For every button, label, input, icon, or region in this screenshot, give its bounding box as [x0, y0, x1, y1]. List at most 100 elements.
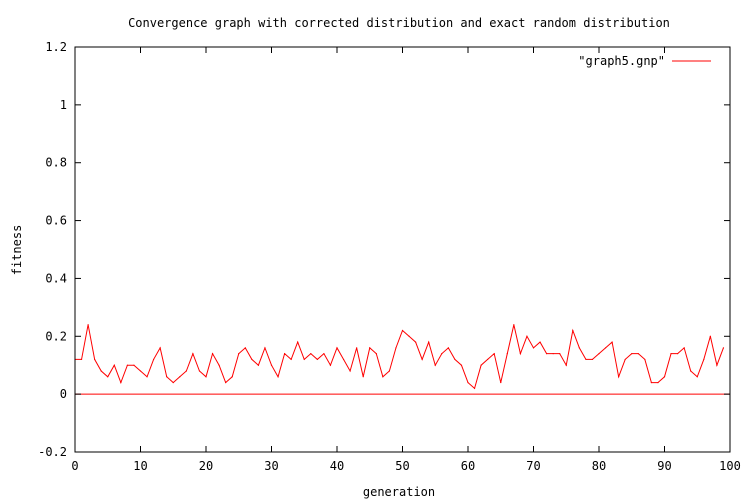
data-point: [683, 347, 685, 349]
data-point: [166, 376, 168, 378]
data-point: [159, 347, 161, 349]
data-point: [369, 347, 371, 349]
data-point: [356, 347, 358, 349]
data-point: [225, 381, 227, 384]
data-point: [624, 358, 626, 361]
tick-layer: -0.2 0 0.2 0.4 0.6 0.8 1 1.2 0 10 20 30 40 50 60 70 80 90…: [38, 40, 741, 473]
data-point: [722, 347, 725, 349]
y-tick-label: 0: [60, 387, 67, 401]
data-point: [454, 358, 456, 361]
data-point: [211, 353, 214, 355]
data-point: [179, 376, 181, 378]
data-point: [460, 364, 463, 366]
data-point: [382, 376, 384, 378]
data-point: [526, 335, 528, 337]
legend: "graph5.gnp": [578, 54, 711, 68]
data-point: [565, 364, 567, 366]
data-point: [519, 353, 522, 355]
data-point: [251, 358, 253, 361]
data-point: [401, 329, 404, 332]
data-point: [80, 358, 83, 361]
data-point: [87, 324, 89, 326]
data-point: [244, 347, 246, 349]
data-point: [696, 376, 698, 378]
data-point: [388, 370, 390, 372]
data-point: [185, 370, 187, 372]
x-tick-label: 70: [526, 459, 540, 473]
y-tick-label: 0.2: [45, 329, 67, 343]
x-tick-label: 0: [71, 459, 78, 473]
data-point: [631, 353, 633, 355]
x-tick-label: 100: [719, 459, 741, 473]
data-point: [506, 353, 508, 355]
plot-frame: [74, 46, 731, 453]
data-point: [578, 347, 580, 349]
data-point: [447, 347, 449, 349]
y-tick-label: 0.4: [45, 271, 67, 285]
data-point: [539, 341, 541, 343]
data-point: [546, 353, 548, 355]
data-point: [172, 381, 174, 384]
data-point: [650, 381, 653, 384]
data-point: [192, 353, 194, 355]
data-point: [218, 364, 220, 366]
data-point: [428, 341, 430, 343]
x-tick-label: 90: [657, 459, 671, 473]
data-point: [284, 353, 286, 355]
data-point: [323, 353, 325, 355]
data-point: [133, 364, 135, 366]
data-point: [349, 370, 351, 372]
data-point: [375, 353, 377, 355]
y-tick-label: 0.8: [45, 156, 67, 170]
data-point: [591, 358, 594, 361]
data-point: [480, 364, 482, 366]
data-point: [500, 381, 502, 384]
data-point: [709, 335, 711, 337]
data-point: [238, 353, 240, 355]
data-point: [421, 358, 423, 361]
x-tick-label: 50: [395, 459, 409, 473]
y-axis-title: fitness: [10, 225, 24, 276]
data-point: [231, 376, 233, 378]
data-point: [703, 358, 705, 361]
data-point: [264, 347, 266, 349]
x-tick-label: 40: [330, 459, 344, 473]
data-point: [107, 376, 109, 378]
data-point: [670, 353, 672, 355]
data-point: [611, 341, 613, 343]
data-point: [198, 370, 201, 372]
data-point: [303, 358, 305, 361]
x-tick-label: 10: [133, 459, 147, 473]
y-axis-title-group: fitness: [10, 225, 24, 276]
data-point: [493, 353, 495, 355]
y-tick-label: 0.6: [45, 214, 67, 228]
data-point: [677, 353, 679, 355]
data-point: [139, 370, 142, 372]
x-tick-label: 30: [264, 459, 278, 473]
data-point: [297, 341, 299, 343]
chart-title: Convergence graph with corrected distrib…: [128, 16, 670, 30]
data-point: [316, 358, 318, 361]
x-tick-label: 80: [592, 459, 606, 473]
data-point: [532, 347, 535, 349]
data-point: [716, 364, 718, 366]
data-point: [415, 341, 417, 343]
x-tick-label: 20: [199, 459, 213, 473]
data-point: [100, 370, 102, 372]
data-point: [336, 347, 338, 349]
data-point: [473, 387, 476, 389]
y-tick-label: 1.2: [45, 40, 67, 54]
data-point: [657, 381, 659, 384]
data-point: [408, 335, 410, 337]
data-point: [205, 376, 207, 378]
data-point: [467, 381, 469, 384]
data-point: [513, 324, 515, 326]
series-line: [75, 324, 724, 390]
data-point: [94, 358, 96, 361]
data-point: [644, 358, 646, 361]
data-point: [270, 364, 273, 366]
data-point: [310, 353, 312, 355]
data-point: [552, 353, 554, 355]
data-point: [257, 364, 259, 366]
